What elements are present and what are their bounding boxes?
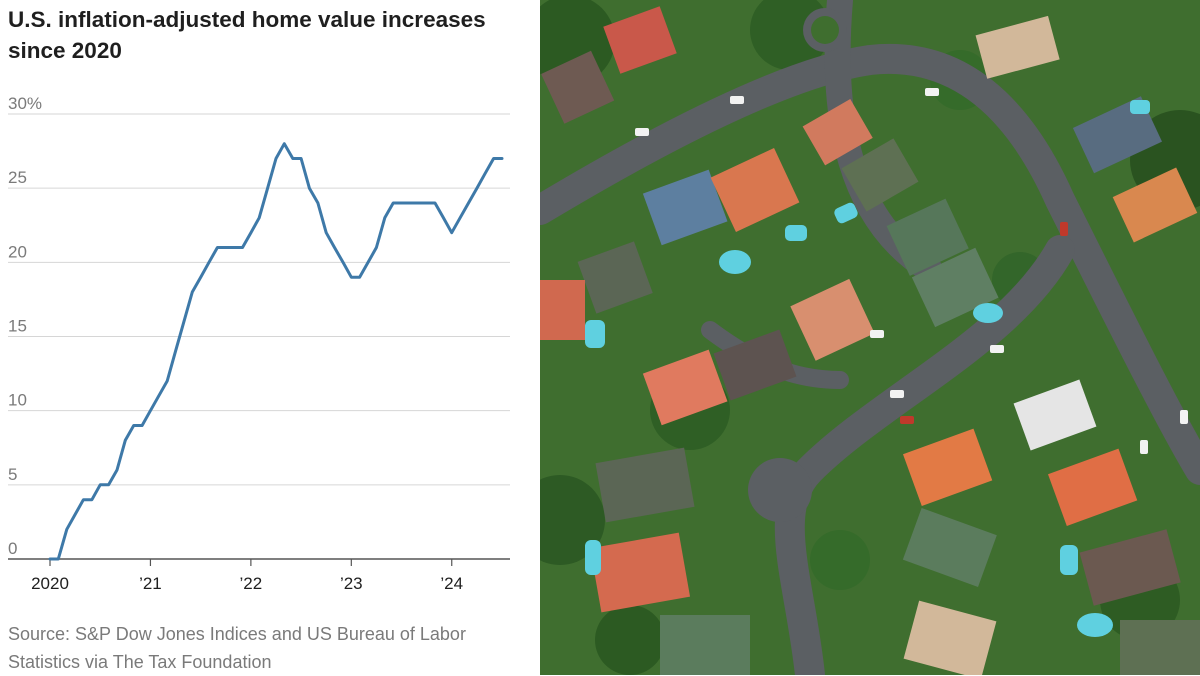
series-line xyxy=(48,142,504,561)
x-tick-label: 2020 xyxy=(31,574,69,593)
y-tick-label: 25 xyxy=(8,168,27,187)
swimming-pools xyxy=(585,100,1150,637)
y-tick-label: 10 xyxy=(8,391,27,410)
x-tick-label: ’24 xyxy=(440,574,463,593)
x-tick-label: ’22 xyxy=(240,574,263,593)
x-tick-label: ’21 xyxy=(139,574,162,593)
neighborhood-illustration xyxy=(540,0,1200,675)
y-tick-label: 15 xyxy=(8,317,27,336)
y-tick-label: 30% xyxy=(8,94,42,113)
y-tick-label: 0 xyxy=(8,539,17,558)
chart-title: U.S. inflation-adjusted home value incre… xyxy=(8,7,486,63)
y-tick-label: 20 xyxy=(8,242,27,261)
x-tick-label: ’23 xyxy=(340,574,363,593)
line-chart: 30% 25 20 15 10 5 0 2020 ’21 ’22 ’23 ’24 xyxy=(8,94,510,593)
aerial-neighborhood-photo xyxy=(540,0,1200,675)
chart-panel: 30% 25 20 15 10 5 0 2020 ’21 ’22 ’23 ’24 U.S. infla… xyxy=(0,0,540,675)
house-roofs xyxy=(540,6,1200,675)
y-tick-label: 5 xyxy=(8,465,17,484)
source-note: Source: S&P Dow Jones Indices and US Bur… xyxy=(8,624,466,672)
parked-cars xyxy=(635,88,1188,454)
